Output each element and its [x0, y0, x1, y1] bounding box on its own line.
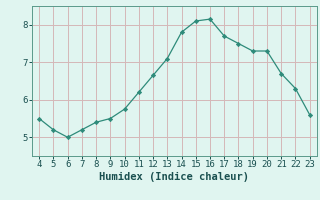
X-axis label: Humidex (Indice chaleur): Humidex (Indice chaleur) — [100, 172, 249, 182]
